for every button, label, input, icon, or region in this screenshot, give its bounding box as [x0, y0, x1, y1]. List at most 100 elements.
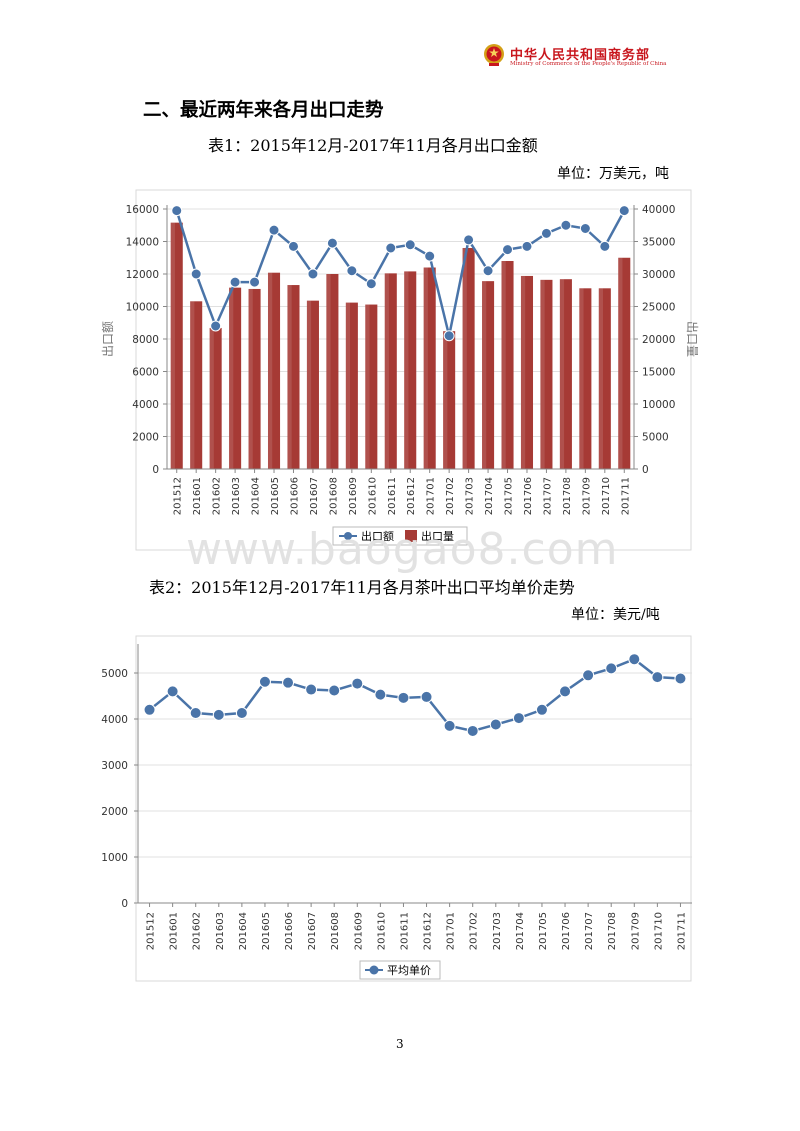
chart1-bar-highlight	[190, 301, 195, 469]
chart1-bar-highlight	[306, 300, 312, 469]
chart1-x-tick-label: 201612	[406, 477, 417, 515]
table1-unit: 单位：万美元，吨	[557, 166, 669, 182]
chart1-bar-highlight	[384, 273, 389, 469]
chart1-left-tick-label: 4000	[132, 399, 159, 411]
chart1-point	[190, 268, 202, 280]
chart1-right-tick-label: 20000	[642, 334, 675, 346]
chart1-point	[618, 205, 630, 217]
chart2-x-tick-label: 201703	[492, 912, 503, 950]
chart1-point	[385, 242, 397, 254]
chart2-point	[489, 718, 502, 731]
chart2-x-tick-label: 201603	[215, 912, 226, 950]
chart1-right-axis-title: 出口量	[685, 321, 699, 357]
chart1-point	[443, 330, 455, 342]
chart2-point	[420, 690, 433, 703]
chart2-point	[535, 703, 548, 716]
chart1-point	[482, 265, 494, 277]
table1-title: 表1：2015年12月-2017年11月各月出口金额	[208, 136, 538, 155]
chart1-bar-highlight	[209, 327, 214, 469]
chart2-x-tick-label: 201708	[607, 912, 618, 950]
chart1-x-tick-label: 201605	[270, 477, 281, 515]
watermark: www.baogao8.com	[186, 524, 619, 575]
chart1-bar-highlight	[443, 331, 448, 469]
chart1-left-tick-label: 0	[152, 464, 159, 476]
chart1-left-axis-title: 出口额	[101, 321, 115, 357]
chart1-x-tick-label: 201512	[173, 477, 184, 515]
chart1-point	[268, 224, 280, 236]
chart2-point	[351, 677, 364, 690]
chart2-y-tick-label: 0	[121, 898, 128, 910]
chart2-point	[235, 707, 248, 720]
chart1-point	[463, 234, 475, 246]
chart2-x-tick-label: 201610	[376, 912, 387, 950]
chart2-x-tick-label: 201705	[538, 912, 549, 950]
chart2-y-tick-label: 2000	[101, 806, 128, 818]
chart1-bar	[170, 222, 183, 469]
chart1-x-tick-label: 201607	[309, 477, 320, 515]
chart1-point	[346, 265, 358, 277]
chart2-point	[512, 712, 525, 725]
chart1-bar-highlight	[345, 302, 351, 469]
chart1-bar	[267, 272, 281, 469]
chart1-x-tick-label: 201608	[328, 477, 339, 515]
chart1-bar-highlight	[482, 281, 487, 469]
chart1-bar-highlight	[501, 261, 506, 469]
chart1-bar	[365, 304, 378, 469]
chart2-point	[305, 683, 318, 696]
chart2-x-tick-label: 201611	[399, 912, 410, 950]
chart2-point	[674, 672, 687, 685]
chart1-bar-highlight	[170, 222, 175, 469]
chart1-bar	[482, 281, 495, 469]
chart1-bar-highlight	[248, 288, 253, 469]
chart2-y-tick-label: 4000	[101, 714, 128, 726]
chart1-bar	[190, 301, 203, 469]
chart1-point	[599, 240, 611, 252]
chart1-x-tick-label: 201705	[504, 477, 515, 515]
chart2-point	[397, 691, 410, 704]
chart2-point	[143, 703, 156, 716]
chart2-x-tick-label: 201601	[169, 912, 180, 950]
table2-unit: 单位：美元/吨	[571, 607, 660, 623]
chart2-point	[582, 669, 595, 682]
chart1-left-tick-label: 10000	[126, 302, 159, 314]
chart2-point	[189, 707, 202, 720]
chart1-x-tick-label: 201601	[192, 477, 203, 515]
chart1-legend-box	[332, 526, 468, 546]
section-title: 二、最近两年来各月出口走势	[143, 100, 384, 121]
chart2-point	[443, 719, 456, 732]
chart2-x-tick-label: 201607	[307, 912, 318, 950]
chart1-x-tick-label: 201606	[289, 477, 300, 515]
chart2-x-tick-label: 201605	[261, 912, 272, 950]
ministry-name-cn: 中华人民共和国商务部	[510, 48, 651, 63]
chart2-x-tick-label: 201609	[353, 912, 364, 950]
chart1-bar-highlight	[267, 272, 273, 469]
chart1-point	[404, 239, 416, 251]
chart1-x-tick-label: 201602	[212, 477, 223, 515]
chart1-legend-bar-swatch	[405, 530, 417, 542]
chart1-bar-highlight	[540, 279, 545, 469]
chart1-bar	[404, 271, 417, 469]
chart1-point	[579, 223, 591, 234]
chart1-left-tick-label: 14000	[126, 237, 159, 249]
chart1-right-tick-label: 25000	[642, 302, 675, 314]
chart1-point	[424, 250, 436, 262]
chart2-point	[466, 724, 479, 737]
chart1-bar	[306, 300, 319, 469]
chart2-point	[605, 662, 618, 675]
chart2-x-tick-label: 201709	[630, 912, 641, 950]
chart1-x-tick-label: 201708	[562, 477, 573, 515]
chart2-point	[282, 676, 295, 689]
chart1-right-tick-label: 40000	[642, 204, 675, 216]
chart1-left-tick-label: 12000	[126, 269, 159, 281]
chart1-right-tick-label: 0	[642, 464, 649, 476]
chart1-bar	[559, 279, 572, 469]
chart1-bar	[287, 285, 300, 469]
chart1-bar	[326, 274, 339, 469]
chart2-point	[374, 688, 387, 701]
chart1-x-tick-label: 201709	[581, 477, 592, 515]
ministry-name-en: Ministry of Commerce of the People's Rep…	[510, 61, 667, 67]
chart2-x-tick-label: 201612	[423, 912, 434, 950]
chart1-point	[249, 276, 261, 288]
chart1-point	[229, 276, 241, 288]
chart1-bar-highlight	[365, 304, 370, 469]
